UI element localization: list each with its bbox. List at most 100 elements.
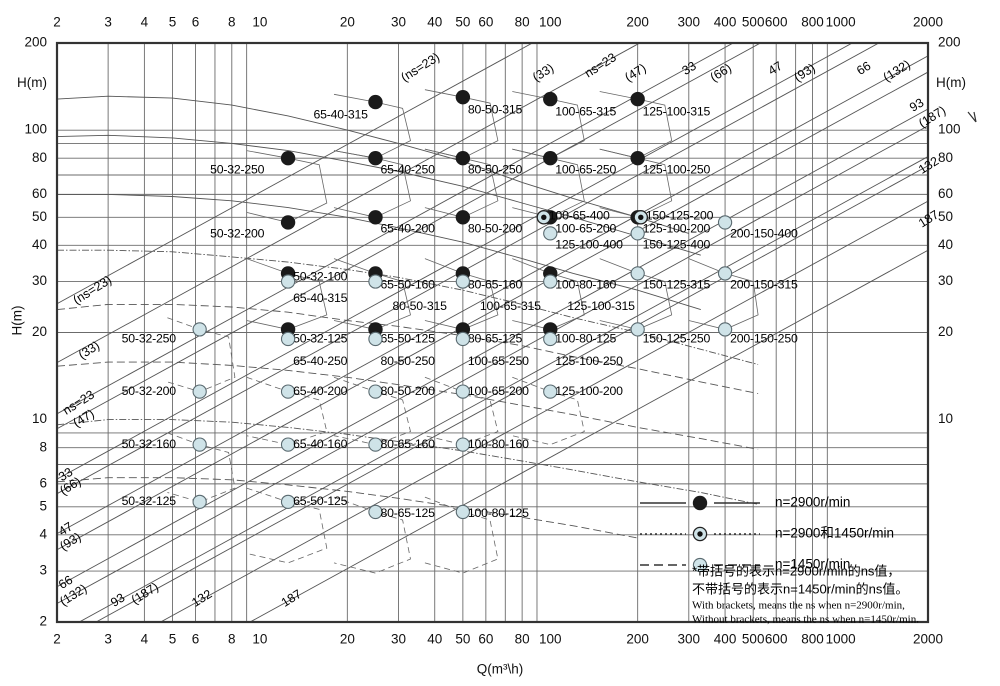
data-point-200-150-250[interactable] bbox=[717, 322, 733, 337]
data-point-150-125-400[interactable] bbox=[630, 226, 645, 241]
data-point-80-50-315[interactable] bbox=[368, 274, 383, 289]
marker-filled-circle bbox=[455, 151, 471, 166]
pump-model-label: 65-40-200 bbox=[380, 222, 435, 236]
x-axis-tick-label-top: 30 bbox=[391, 15, 406, 30]
data-point-50-32-160[interactable] bbox=[192, 437, 207, 452]
data-point-150-125-200[interactable] bbox=[633, 210, 649, 225]
data-point-80-50-315[interactable] bbox=[455, 89, 471, 105]
marker-open-circle bbox=[368, 504, 383, 520]
ns-line bbox=[57, 43, 735, 415]
data-point-65-40-315[interactable] bbox=[368, 94, 383, 110]
data-point-80-50-250[interactable] bbox=[368, 331, 383, 347]
data-point-80-50-200[interactable] bbox=[455, 210, 471, 225]
model-connector bbox=[333, 496, 411, 574]
data-point-50-32-200[interactable] bbox=[192, 384, 207, 399]
ns-label: 66 bbox=[56, 573, 75, 592]
pump-model-label: 100-65-200 bbox=[555, 222, 616, 236]
data-point-100-65-400[interactable] bbox=[536, 210, 552, 225]
ns-line bbox=[57, 43, 762, 430]
data-point-125-100-315[interactable] bbox=[543, 274, 558, 289]
pump-model-label: 80-65-160 bbox=[380, 437, 435, 451]
x-axis-tick-label-top: 6 bbox=[192, 15, 200, 30]
x-axis-tick-label-bottom: 5 bbox=[169, 632, 177, 647]
x-axis-tick-label-top: 3 bbox=[104, 15, 112, 30]
x-axis-tick-label-top: 80 bbox=[515, 15, 530, 30]
marker-open-circle bbox=[455, 274, 471, 289]
ns-line bbox=[57, 43, 534, 305]
data-point-125-100-250[interactable] bbox=[630, 151, 645, 166]
ns-line bbox=[57, 125, 928, 605]
data-point-100-65-200[interactable] bbox=[455, 384, 471, 399]
legend-note-cn-2: 不带括号的表示n=1450r/min的ns值。 bbox=[692, 581, 908, 596]
pump-model-label: 100-80-160 bbox=[468, 437, 529, 451]
legend-marker-1[interactable] bbox=[692, 526, 708, 542]
x-axis-tick-label-bottom: 30 bbox=[391, 632, 406, 647]
data-point-200-150-400[interactable] bbox=[717, 215, 733, 230]
data-point-80-65-125[interactable] bbox=[368, 504, 383, 520]
x-axis-tick-label-bottom: 50 bbox=[455, 632, 470, 647]
marker-open-circle bbox=[455, 437, 471, 452]
data-point-200-150-315[interactable] bbox=[717, 266, 733, 281]
y-axis-tick-label-right: 30 bbox=[938, 273, 953, 288]
x-axis-tick-label-top: 100 bbox=[539, 15, 562, 30]
data-point-100-80-160[interactable] bbox=[455, 437, 471, 452]
data-point-80-50-250[interactable] bbox=[455, 151, 471, 166]
marker-open-circle bbox=[717, 266, 733, 281]
pump-model-label: 80-50-250 bbox=[468, 162, 523, 176]
y-axis-tick-label-left: 60 bbox=[32, 186, 47, 201]
x-axis-tick-label-bottom: 300 bbox=[678, 632, 701, 647]
pump-model-label: 80-65-125 bbox=[468, 332, 523, 346]
ns-label: 33 bbox=[680, 59, 699, 78]
y-axis-tick-label-left: 100 bbox=[24, 122, 47, 137]
data-point-100-65-250[interactable] bbox=[543, 151, 558, 166]
pump-model-label: 65-40-315 bbox=[313, 107, 368, 121]
data-point-50-32-250[interactable] bbox=[280, 151, 296, 166]
marker-filled-circle bbox=[368, 210, 383, 225]
ns-line bbox=[57, 43, 641, 364]
pump-model-label: 80-50-315 bbox=[392, 299, 447, 313]
data-point-65-40-200[interactable] bbox=[280, 384, 296, 399]
data-point-65-50-125[interactable] bbox=[280, 494, 296, 510]
data-point-50-32-200[interactable] bbox=[280, 215, 296, 230]
data-point-125-100-315[interactable] bbox=[630, 91, 645, 107]
y-axis-tick-label-right: 200 bbox=[938, 35, 961, 50]
data-point-150-125-250[interactable] bbox=[630, 322, 645, 337]
legend-marker-0[interactable] bbox=[692, 495, 708, 511]
data-point-125-100-250[interactable] bbox=[543, 331, 558, 347]
data-point-50-32-250[interactable] bbox=[192, 322, 207, 337]
data-point-100-80-125[interactable] bbox=[455, 504, 471, 520]
legend-marker-2[interactable] bbox=[692, 557, 708, 573]
marker-filled-circle bbox=[455, 210, 471, 225]
pump-model-label: 100-65-315 bbox=[555, 104, 616, 118]
marker-filled-circle bbox=[368, 151, 383, 166]
ns-line bbox=[159, 200, 928, 622]
y-axis-tick-label-left: 4 bbox=[39, 526, 47, 541]
x-axis-tick-label-bottom: 2 bbox=[53, 632, 61, 647]
data-point-125-100-200[interactable] bbox=[543, 384, 558, 399]
pump-model-label: 200-150-250 bbox=[730, 332, 798, 346]
ns-line bbox=[57, 108, 928, 588]
x-axis-tick-label-bottom: 20 bbox=[340, 632, 355, 647]
marker-filled-circle bbox=[280, 215, 296, 230]
marker-open-circle bbox=[192, 494, 207, 510]
data-point-100-65-315[interactable] bbox=[543, 91, 558, 107]
data-point-65-40-250[interactable] bbox=[368, 151, 383, 166]
data-point-65-40-315[interactable] bbox=[280, 274, 296, 289]
y-axis-tick-label-left: 6 bbox=[39, 475, 47, 490]
data-point-100-65-250[interactable] bbox=[455, 331, 471, 347]
marker-open-circle bbox=[717, 215, 733, 230]
data-point-65-40-160[interactable] bbox=[280, 437, 296, 452]
data-point-125-100-400[interactable] bbox=[543, 226, 558, 241]
data-point-100-65-315[interactable] bbox=[455, 274, 471, 289]
y-axis-tick-label-right: 40 bbox=[938, 237, 953, 252]
x-axis-tick-label-top: 20 bbox=[340, 15, 355, 30]
data-point-50-32-125[interactable] bbox=[192, 494, 207, 510]
data-point-65-40-250[interactable] bbox=[280, 331, 296, 347]
data-points: 65-40-315 80-50-315 100-65-315 125-100-315 5… bbox=[122, 89, 798, 520]
data-point-65-40-200[interactable] bbox=[368, 210, 383, 225]
data-point-150-125-315[interactable] bbox=[630, 266, 645, 281]
legend: n=2900r/min n=2900和1450r/min n=1450r/min bbox=[640, 495, 894, 573]
data-point-80-65-160[interactable] bbox=[368, 437, 383, 452]
data-point-80-50-200[interactable] bbox=[368, 384, 383, 399]
marker-open-circle bbox=[543, 384, 558, 399]
